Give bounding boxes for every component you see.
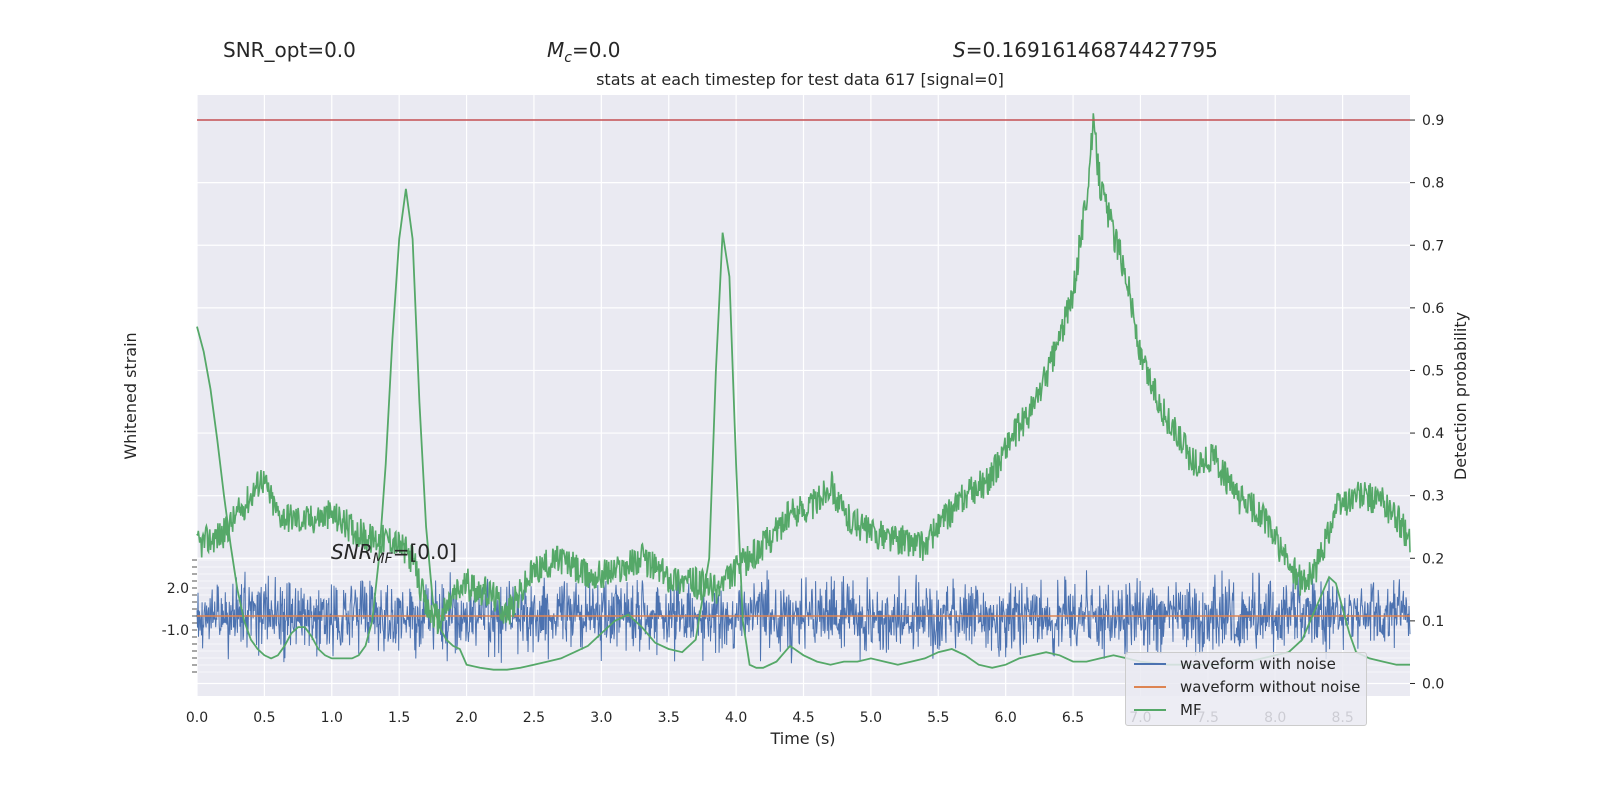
y-tick-label: 0.3 [1422, 489, 1444, 505]
y-tick-label: 0.9 [1422, 113, 1444, 129]
snr-mf-sub: MF [373, 551, 394, 567]
x-tick-label: 0.0 [186, 710, 208, 726]
y-tick-label: 0.7 [1422, 238, 1444, 254]
chirp-mass-label: Mc=0.0 [547, 38, 621, 66]
x-tick-label: 5.0 [860, 710, 882, 726]
legend-item-noisy: waveform with noise [1134, 653, 1336, 675]
legend-item-mf: MF [1134, 699, 1202, 721]
y-axis-right-label: Detection probability [1451, 312, 1470, 480]
x-tick-label: 1.0 [321, 710, 343, 726]
s-symbol: S [953, 38, 966, 62]
y-tick-label: 0.6 [1422, 301, 1444, 317]
x-tick-label: 6.0 [995, 710, 1017, 726]
snr-opt-text: SNR_opt=0.0 [223, 38, 356, 62]
left-tick-label: 2.0 [167, 581, 189, 597]
x-axis-label: Time (s) [769, 729, 835, 748]
plot-title: stats at each timestep for test data 617… [596, 70, 1004, 89]
y-tick-label: 0.0 [1422, 676, 1444, 692]
mf-noisy-line [196, 113, 1411, 635]
left-tick-label: -1.0 [162, 623, 189, 639]
y-tick-label: 0.2 [1422, 551, 1444, 567]
waveform-with-noise-line [196, 570, 1411, 664]
legend-swatch-clean [1134, 686, 1166, 688]
snr-mf-annotation: SNRMF=[0.0] [331, 540, 457, 567]
mf-series [196, 113, 1411, 671]
y-tick-label: 0.4 [1422, 426, 1444, 442]
score-label: S=0.16916146874427795 [953, 38, 1218, 62]
legend-label-clean: waveform without noise [1180, 678, 1361, 696]
snr-mf-prefix: SNR [331, 540, 373, 564]
legend-item-clean: waveform without noise [1134, 676, 1360, 698]
mc-symbol: M [547, 38, 565, 62]
x-tick-label: 1.5 [388, 710, 410, 726]
x-tick-label: 4.0 [725, 710, 747, 726]
x-tick-label: 2.5 [523, 710, 545, 726]
x-tick-label: 0.5 [253, 710, 275, 726]
snr-opt-label: SNR_opt=0.0 [223, 38, 356, 62]
y-tick-label: 0.5 [1422, 363, 1444, 379]
y-tick-label: 0.1 [1422, 614, 1444, 630]
y-axis-left-label: Whitened strain [121, 332, 140, 459]
y-ticks-right: 0.0 0.1 0.2 0.3 0.4 0.5 0.6 0.7 0.8 0.9 [1410, 113, 1444, 692]
snr-mf-value: =[0.0] [393, 540, 457, 564]
mc-subscript: c [564, 50, 572, 66]
legend-swatch-noisy [1134, 663, 1166, 665]
mf-line [196, 188, 1410, 671]
x-tick-label: 6.5 [1062, 710, 1084, 726]
s-value: =0.16916146874427795 [965, 38, 1218, 62]
x-tick-label: 2.0 [455, 710, 477, 726]
x-tick-label: 3.0 [590, 710, 612, 726]
x-tick-label: 5.5 [927, 710, 949, 726]
x-tick-label: 4.5 [792, 710, 814, 726]
legend-swatch-mf [1134, 709, 1166, 711]
y-ticks-left: -1.0 2.0 [162, 559, 197, 673]
y-tick-label: 0.8 [1422, 176, 1444, 192]
mc-value: =0.0 [571, 38, 621, 62]
legend-label-mf: MF [1180, 701, 1202, 719]
legend-label-noisy: waveform with noise [1180, 655, 1336, 673]
strain-series [196, 570, 1411, 664]
legend: waveform with noise waveform without noi… [1125, 652, 1367, 726]
x-tick-label: 3.5 [658, 710, 680, 726]
